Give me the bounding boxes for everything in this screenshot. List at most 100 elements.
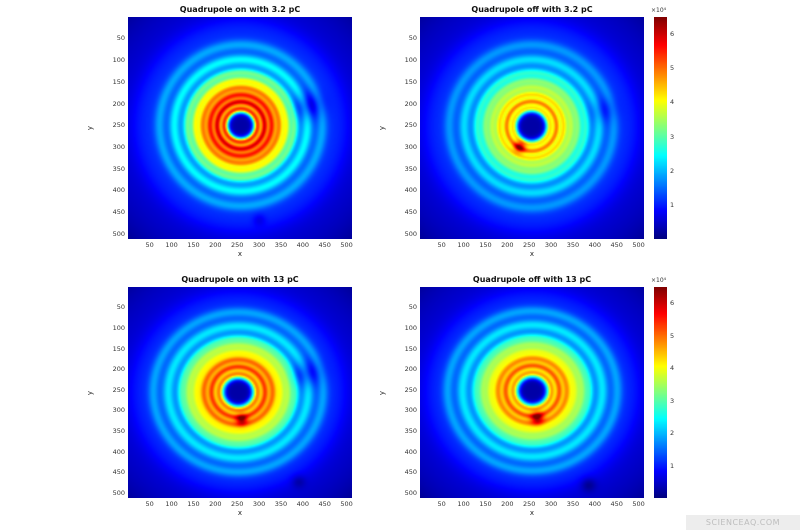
y-tick-label: 350 xyxy=(404,164,417,173)
x-tick-label: 200 xyxy=(209,500,222,508)
x-tick-label: 400 xyxy=(588,500,601,508)
colorbar-gradient xyxy=(654,17,667,239)
colorbar: ×10⁴ 1 2 3 4 5 6 xyxy=(651,277,674,498)
x-tick-label: 250 xyxy=(230,500,244,508)
colorbar: ×10⁴ 1 2 3 4 5 6 xyxy=(651,7,674,239)
y-tick-label: 400 xyxy=(404,186,417,195)
y-tick-label: 200 xyxy=(112,365,125,374)
x-tick-label: 450 xyxy=(610,241,623,249)
y-axis-ticks: 50 100 150 200 250 300 350 400 450 500 xyxy=(103,287,125,498)
y-axis-ticks: 50 100 150 200 250 300 350 400 450 500 xyxy=(103,17,125,239)
y-tick-label: 250 xyxy=(112,385,125,394)
panel-title: Quadrupole off with 13 pC xyxy=(472,275,592,284)
colorbar-tick-label: 1 xyxy=(670,200,675,209)
y-axis-label: y xyxy=(378,390,386,395)
x-tick-label: 300 xyxy=(252,500,266,508)
x-tick-label: 350 xyxy=(566,500,580,508)
x-tick-label: 500 xyxy=(632,500,645,508)
y-tick-label: 450 xyxy=(112,207,125,216)
y-tick-label: 450 xyxy=(404,207,417,216)
colorbar-tick-label: 4 xyxy=(670,98,675,107)
x-tick-label: 100 xyxy=(457,241,470,249)
y-tick-label: 100 xyxy=(404,324,417,332)
colorbar-ticks: 1 2 3 4 5 6 xyxy=(667,17,681,239)
x-tick-label: 450 xyxy=(610,500,623,508)
y-axis-ticks: 50 100 150 200 250 300 350 400 450 500 xyxy=(395,17,417,239)
y-tick-label: 100 xyxy=(112,324,125,332)
x-tick-label: 250 xyxy=(522,500,536,508)
y-tick-label: 500 xyxy=(112,229,125,238)
y-tick-label: 150 xyxy=(112,344,125,353)
y-tick-label: 200 xyxy=(112,99,125,108)
y-axis-label: y xyxy=(378,125,386,131)
y-tick-label: 300 xyxy=(112,142,125,151)
watermark: SCIENCEAQ.COM xyxy=(686,515,800,530)
y-tick-label: 400 xyxy=(404,447,417,456)
colorbar-tick-label: 2 xyxy=(670,429,675,438)
x-tick-label: 150 xyxy=(479,500,492,508)
x-axis-ticks: 50 100 150 200 250 300 350 400 450 500 xyxy=(420,239,645,249)
x-tick-label: 100 xyxy=(165,500,178,508)
colorbar-ticks: 1 2 3 4 5 6 xyxy=(667,287,681,498)
x-tick-label: 500 xyxy=(340,241,353,249)
x-tick-label: 400 xyxy=(296,500,309,508)
x-tick-label: 300 xyxy=(544,500,558,508)
x-tick-label: 350 xyxy=(274,500,288,508)
heatmap-image xyxy=(128,17,352,239)
colorbar-tick-label: 5 xyxy=(670,64,675,73)
x-tick-label: 100 xyxy=(165,241,178,249)
y-tick-label: 50 xyxy=(116,303,125,312)
x-axis-ticks: 50 100 150 200 250 300 350 400 450 500 xyxy=(128,239,353,249)
y-tick-label: 250 xyxy=(404,385,417,394)
y-axis-ticks: 50 100 150 200 250 300 350 400 450 500 xyxy=(395,287,417,498)
y-axis-label: y xyxy=(86,390,94,395)
colorbar-tick-label: 2 xyxy=(670,166,675,175)
y-tick-label: 500 xyxy=(404,488,417,497)
x-tick-label: 300 xyxy=(544,241,558,249)
y-tick-label: 150 xyxy=(404,77,417,86)
y-tick-label: 100 xyxy=(404,56,417,65)
x-tick-label: 450 xyxy=(318,241,331,249)
colorbar-tick-label: 1 xyxy=(670,461,675,470)
x-tick-label: 50 xyxy=(437,241,446,249)
y-tick-label: 50 xyxy=(116,34,125,43)
y-tick-label: 50 xyxy=(408,303,417,312)
subplot-quadrupole-on-3p2pc: Quadrupole on with 3.2 pC 50 100 150 200 250… xyxy=(86,5,353,258)
x-tick-label: 50 xyxy=(145,241,154,249)
colorbar-exponent: ×10⁴ xyxy=(651,277,667,284)
heatmap-image xyxy=(128,287,352,498)
colorbar-tick-label: 5 xyxy=(670,331,675,340)
heatmap-image xyxy=(420,287,644,498)
subplot-quadrupole-off-13pc: Quadrupole off with 13 pC 50 100 150 200 250… xyxy=(378,275,674,517)
x-axis-ticks: 50 100 150 200 250 300 350 400 450 500 xyxy=(128,498,353,508)
y-tick-label: 400 xyxy=(112,186,125,195)
x-axis-label: x xyxy=(237,509,243,517)
y-tick-label: 500 xyxy=(112,488,125,497)
x-tick-label: 400 xyxy=(588,241,601,249)
x-tick-label: 150 xyxy=(479,241,492,249)
y-tick-label: 250 xyxy=(112,121,125,130)
colorbar-tick-label: 6 xyxy=(670,30,675,39)
x-tick-label: 250 xyxy=(230,241,244,249)
colorbar-tick-label: 4 xyxy=(670,364,675,373)
x-tick-label: 350 xyxy=(566,241,580,249)
y-tick-label: 200 xyxy=(404,99,417,108)
x-tick-label: 200 xyxy=(209,241,222,249)
y-tick-label: 150 xyxy=(112,77,125,86)
x-axis-label: x xyxy=(237,250,243,258)
colorbar-tick-label: 6 xyxy=(670,299,675,308)
x-tick-label: 50 xyxy=(437,500,446,508)
y-tick-label: 300 xyxy=(404,142,417,151)
x-tick-label: 200 xyxy=(501,500,514,508)
x-axis-label: x xyxy=(529,250,535,258)
y-tick-label: 50 xyxy=(408,34,417,43)
subplot-quadrupole-off-3p2pc: Quadrupole off with 3.2 pC 50 100 150 200 25… xyxy=(378,5,674,258)
x-tick-label: 500 xyxy=(340,500,353,508)
y-tick-label: 450 xyxy=(112,468,125,477)
y-tick-label: 100 xyxy=(112,56,125,65)
y-tick-label: 450 xyxy=(404,468,417,477)
y-tick-label: 350 xyxy=(112,427,125,436)
y-tick-label: 350 xyxy=(404,427,417,436)
x-tick-label: 150 xyxy=(187,500,200,508)
x-tick-label: 50 xyxy=(145,500,154,508)
